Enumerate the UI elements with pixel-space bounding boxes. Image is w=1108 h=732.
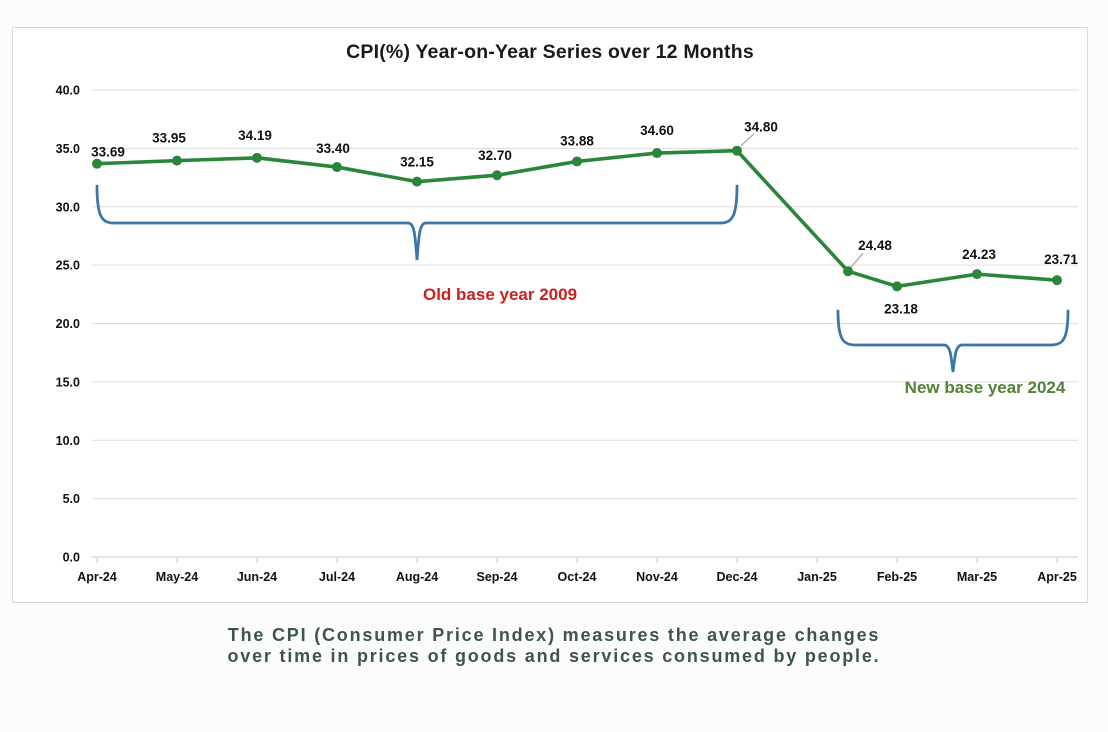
svg-text:Jun-24: Jun-24	[237, 570, 277, 584]
svg-text:23.18: 23.18	[884, 301, 918, 316]
svg-text:Aug-24: Aug-24	[396, 570, 438, 584]
chart-card: CPI(%) Year-on-Year Series over 12 Month…	[12, 27, 1088, 603]
svg-text:30.0: 30.0	[56, 200, 80, 214]
old-base-year-annotation: Old base year 2009	[422, 285, 578, 304]
data-labels: 33.69 33.95 34.19 33.40 32.15 32.70 33.88 34.60…	[91, 120, 1078, 317]
svg-text:Apr-25: Apr-25	[1037, 570, 1077, 584]
y-axis-labels: 0.0 5.0 10.0 15.0 20.0 25.0 30.0 35.0 40.0	[56, 84, 80, 565]
svg-text:Mar-25: Mar-25	[957, 570, 997, 584]
new-base-brace	[836, 309, 1070, 373]
svg-text:Jan-25: Jan-25	[797, 570, 837, 584]
svg-text:5.0: 5.0	[63, 492, 80, 506]
chart-caption: The CPI (Consumer Price Index) measures …	[0, 625, 1108, 667]
svg-text:34.60: 34.60	[640, 123, 674, 138]
svg-text:32.15: 32.15	[400, 155, 434, 170]
svg-text:34.80: 34.80	[744, 120, 778, 135]
svg-text:24.48: 24.48	[858, 238, 892, 253]
svg-text:Apr-24: Apr-24	[77, 570, 117, 584]
svg-text:Dec-24: Dec-24	[717, 570, 758, 584]
brace-annotations	[95, 184, 1070, 373]
label-leader-lines	[740, 133, 864, 268]
cpi-series-line	[95, 148, 1059, 289]
svg-text:0.0: 0.0	[63, 551, 80, 565]
caption-line-2: over time in prices of goods and service…	[227, 646, 881, 667]
svg-text:23.71: 23.71	[1044, 252, 1078, 267]
svg-text:20.0: 20.0	[56, 317, 80, 331]
svg-text:Oct-24: Oct-24	[558, 570, 597, 584]
chart-title: CPI(%) Year-on-Year Series over 12 Month…	[346, 41, 754, 63]
svg-text:Nov-24: Nov-24	[636, 570, 678, 584]
svg-text:33.88: 33.88	[560, 133, 594, 148]
gridlines	[92, 89, 1078, 558]
svg-text:Feb-25: Feb-25	[877, 570, 917, 584]
svg-text:33.95: 33.95	[152, 131, 186, 146]
svg-text:May-24: May-24	[156, 570, 198, 584]
caption-line-1: The CPI (Consumer Price Index) measures …	[227, 625, 881, 645]
svg-text:33.69: 33.69	[91, 145, 125, 160]
svg-text:10.0: 10.0	[56, 434, 80, 448]
svg-text:35.0: 35.0	[56, 142, 80, 156]
svg-text:40.0: 40.0	[56, 84, 80, 98]
x-axis-labels: Apr-24 May-24 Jun-24 Jul-24 Aug-24 Sep-24 Oct-…	[77, 570, 1077, 584]
svg-text:25.0: 25.0	[56, 259, 80, 273]
svg-text:Sep-24: Sep-24	[477, 570, 518, 584]
old-base-brace	[95, 184, 739, 261]
new-base-year-annotation: New base year 2024	[904, 378, 1066, 397]
svg-text:15.0: 15.0	[56, 375, 80, 389]
svg-text:Jul-24: Jul-24	[319, 570, 355, 584]
data-point-markers	[92, 145, 1062, 292]
x-axis-ticks	[96, 558, 1058, 563]
svg-text:33.40: 33.40	[316, 141, 350, 156]
svg-text:32.70: 32.70	[478, 148, 512, 163]
svg-text:34.19: 34.19	[238, 128, 272, 143]
svg-text:24.23: 24.23	[962, 247, 996, 262]
